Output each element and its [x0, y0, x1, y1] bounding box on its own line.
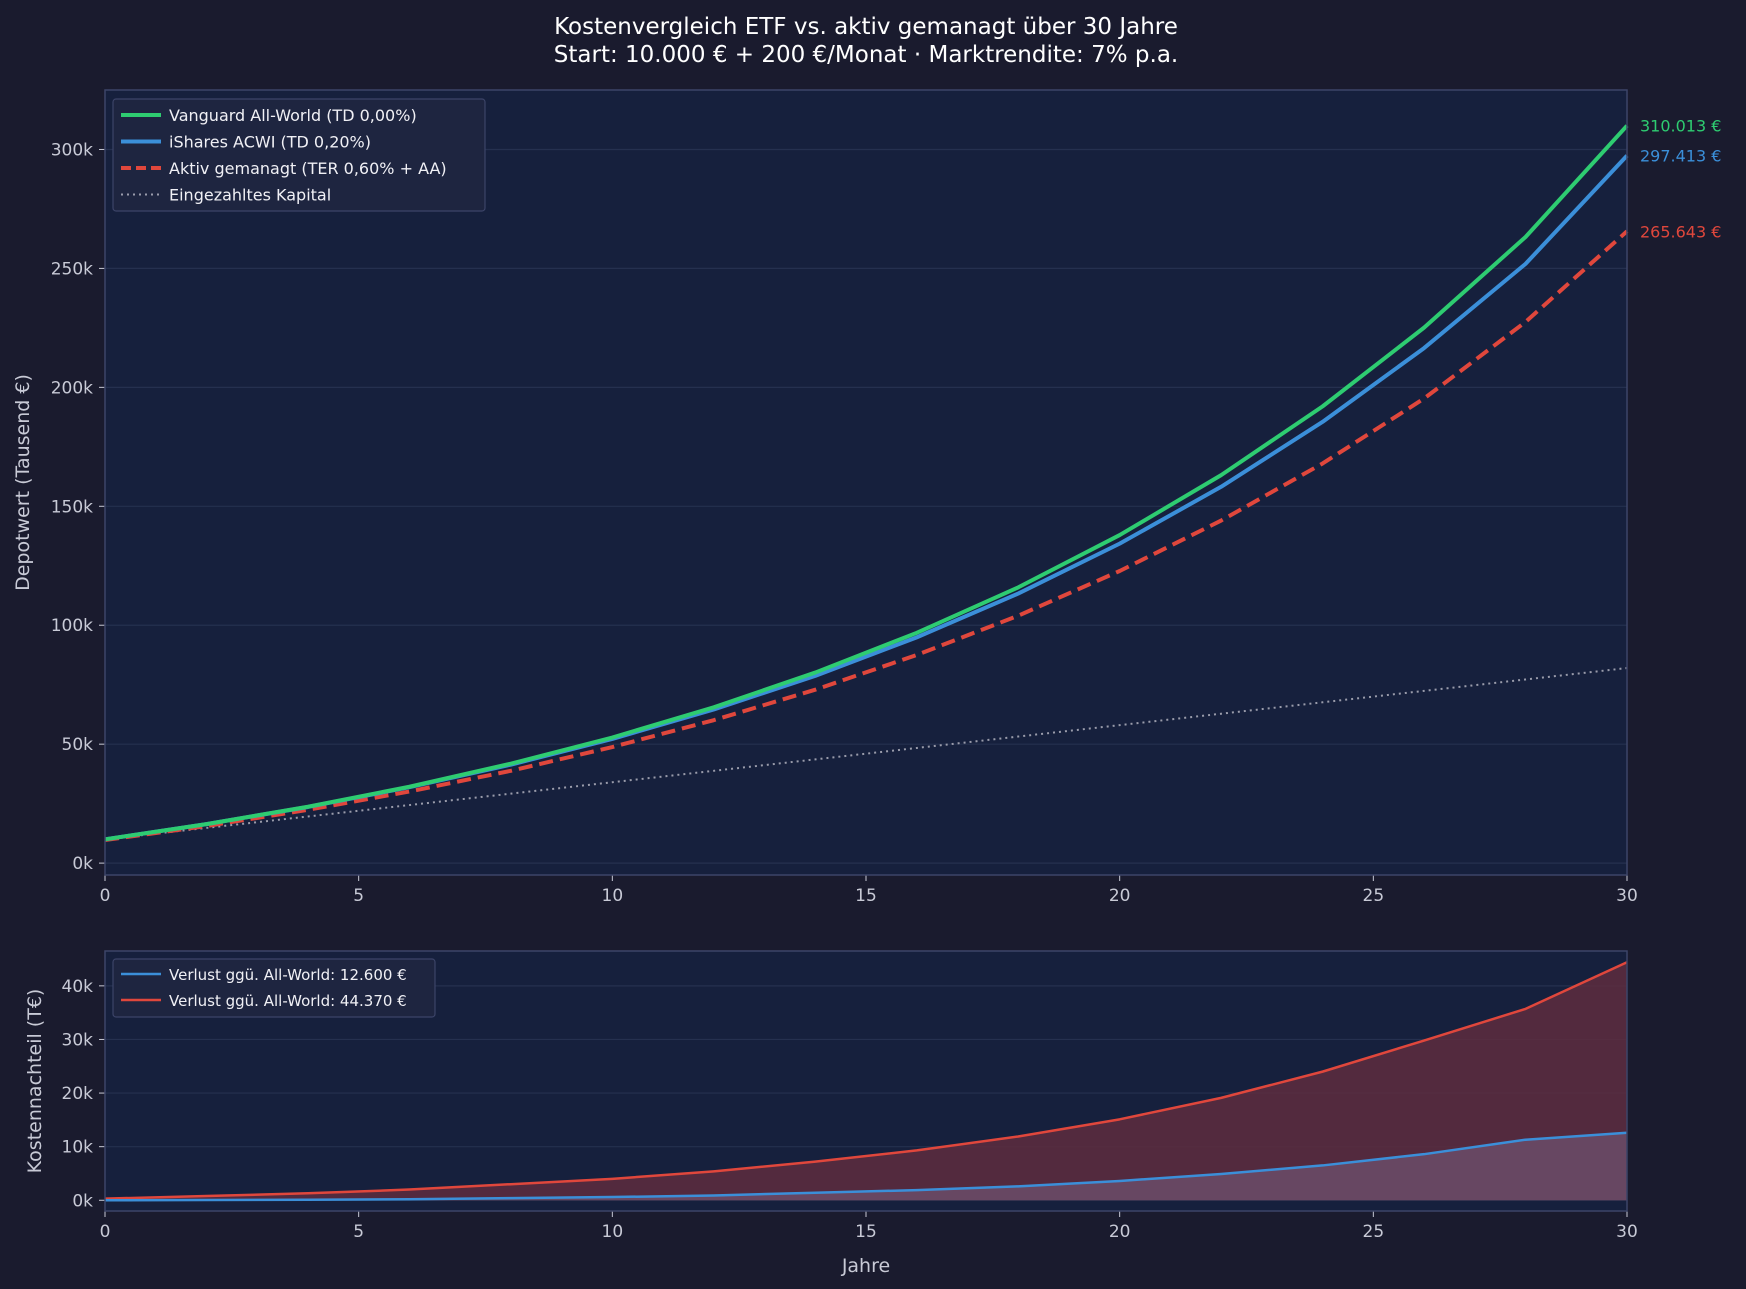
legend-label: Verlust ggü. All-World: 12.600 €: [169, 966, 407, 984]
x-tick-label: 5: [353, 1222, 364, 1242]
y-tick-label: 300k: [51, 140, 93, 160]
plot-frame: [104, 89, 1628, 876]
y-tick-label: 30k: [62, 1030, 94, 1050]
x-tick-label: 5: [353, 886, 364, 906]
x-tick-label: 0: [100, 1222, 111, 1242]
x-tick-label: 15: [855, 1222, 877, 1242]
y-tick-label: 50k: [62, 735, 94, 755]
area-fill: [105, 962, 1627, 1201]
end-value-label: 265.643 €: [1640, 222, 1721, 241]
y-tick-label: 100k: [51, 616, 93, 636]
y-tick-label: 0k: [72, 854, 93, 874]
legend-label: Eingezahltes Kapital: [169, 186, 331, 205]
plot-frame: [104, 950, 1628, 1212]
x-tick-label: 30: [1616, 886, 1638, 906]
area-fill: [105, 1132, 1627, 1201]
end-value-label: 297.413 €: [1640, 147, 1721, 166]
series-line: [104, 1131, 1628, 1202]
y-tick-label: 250k: [51, 259, 93, 279]
end-value-label: 310.013 €: [1640, 117, 1721, 136]
series-line: [104, 961, 1628, 1200]
legend-box: [112, 98, 486, 212]
y-tick-label: 40k: [62, 977, 94, 997]
y-axis-label: Kostennachteil (T€): [24, 989, 46, 1174]
x-tick-label: 25: [1363, 1222, 1385, 1242]
legend-label: Verlust ggü. All-World: 44.370 €: [169, 992, 407, 1010]
x-tick-label: 25: [1363, 886, 1385, 906]
series-line: [104, 229, 1629, 843]
top-chart: 0k 50k 100k 150k 200k 250k 300k 0 5 10 15 20 25 30 265…: [12, 89, 1721, 906]
legend-label: Vanguard All-World (TD 0,00%): [169, 106, 417, 125]
x-tick-label: 30: [1616, 1222, 1638, 1242]
y-tick-label: 0k: [72, 1191, 93, 1211]
x-axis-label: Jahre: [841, 1255, 890, 1277]
y-axis-label: Depotwert (Tausend €): [12, 374, 34, 591]
bottom-chart: 0k 10k 20k 30k 40k 0 5 10 15 20 25 30 Kostennachteil…: [24, 950, 1638, 1277]
legend-label: iShares ACWI (TD 0,20%): [169, 133, 371, 152]
x-tick-label: 10: [602, 886, 624, 906]
series-line: [104, 124, 1629, 842]
x-tick-label: 20: [1109, 886, 1131, 906]
legend-box: [112, 958, 436, 1018]
x-tick-label: 0: [100, 886, 111, 906]
x-tick-label: 10: [602, 1222, 624, 1242]
y-tick-label: 10k: [62, 1138, 94, 1158]
y-tick-label: 200k: [51, 378, 93, 398]
legend-label: Aktiv gemanagt (TER 0,60% + AA): [169, 159, 447, 178]
x-tick-label: 20: [1109, 1222, 1131, 1242]
x-tick-label: 15: [855, 886, 877, 906]
y-tick-label: 20k: [62, 1084, 94, 1104]
chart-subtitle: Start: 10.000 € + 200 €/Monat · Marktren…: [554, 42, 1178, 68]
chart-title: Kostenvergleich ETF vs. aktiv gemanagt ü…: [554, 14, 1178, 40]
y-tick-label: 150k: [51, 497, 93, 517]
